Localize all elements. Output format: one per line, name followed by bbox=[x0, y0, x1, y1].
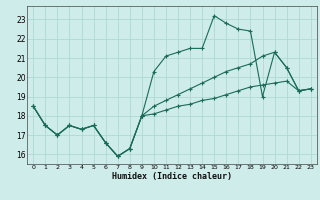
X-axis label: Humidex (Indice chaleur): Humidex (Indice chaleur) bbox=[112, 172, 232, 181]
